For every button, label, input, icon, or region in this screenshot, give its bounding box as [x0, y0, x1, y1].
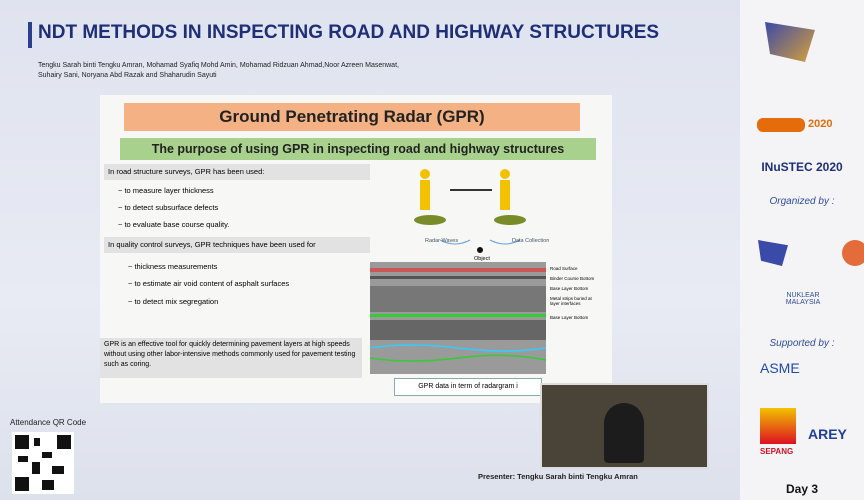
section-heading: In quality control surveys, GPR techniqu… [104, 237, 370, 253]
arey: AREY [808, 426, 847, 442]
asme: ASME [760, 360, 800, 376]
note: GPR is an effective tool for quickly det… [100, 338, 362, 378]
sepang: SEPANG [760, 447, 793, 456]
caption: GPR data in term of radargram i [394, 378, 542, 396]
radargram-label: Road Surface [550, 266, 578, 271]
figure-label: Data Collection [512, 238, 549, 244]
bullet: ~ to measure layer thickness [118, 186, 214, 195]
radargram-label: Metal strips buried at layer interfaces [550, 296, 600, 306]
radargram [370, 262, 546, 374]
figure-label: Radar Waves [425, 238, 458, 244]
conference: INuSTEC 2020 [740, 160, 864, 174]
authors: Suhairy Sani, Noryana Abd Razak and Shah… [38, 72, 217, 79]
slide-title: Ground Penetrating Radar (GPR) [124, 103, 580, 131]
logo [757, 118, 805, 132]
organized-by: Organized by : [740, 196, 864, 207]
attendance-label: Attendance QR Code [10, 418, 86, 427]
bullet: ~ to detect subsurface defects [118, 203, 218, 212]
presenter-figure [604, 403, 644, 463]
logo [760, 408, 796, 444]
bullet: ~ to evaluate base course quality. [118, 220, 229, 229]
day: Day 3 [740, 482, 864, 496]
header-title: NDT METHODS IN INSPECTING ROAD AND HIGHW… [38, 22, 659, 44]
radargram-label: Base Layer Bottom [550, 315, 588, 320]
radargram-label: Base Layer Bottom [550, 286, 588, 291]
logo [842, 240, 864, 266]
page: NDT METHODS IN INSPECTING ROAD AND HIGHW… [0, 0, 864, 500]
bullet: ~ thickness measurements [128, 262, 217, 271]
qr-code [12, 432, 74, 494]
presenter-video [540, 383, 709, 469]
slide-subtitle: The purpose of using GPR in inspecting r… [120, 138, 596, 160]
authors: Tengku Sarah binti Tengku Amran, Mohamad… [38, 62, 399, 69]
presenter: Presenter: Tengku Sarah binti Tengku Amr… [478, 472, 638, 481]
accent-bar [28, 22, 32, 48]
bullet: ~ to estimate air void content of asphal… [128, 279, 289, 288]
nuklear: NUKLEAR MALAYSIA [778, 292, 828, 306]
bullet: ~ to detect mix segregation [128, 297, 218, 306]
supported-by: Supported by : [740, 338, 864, 349]
radargram-label: Binder Course Bottom [550, 276, 594, 281]
badge: 2020 [808, 118, 832, 130]
section-heading: In road structure surveys, GPR has been … [104, 164, 370, 180]
